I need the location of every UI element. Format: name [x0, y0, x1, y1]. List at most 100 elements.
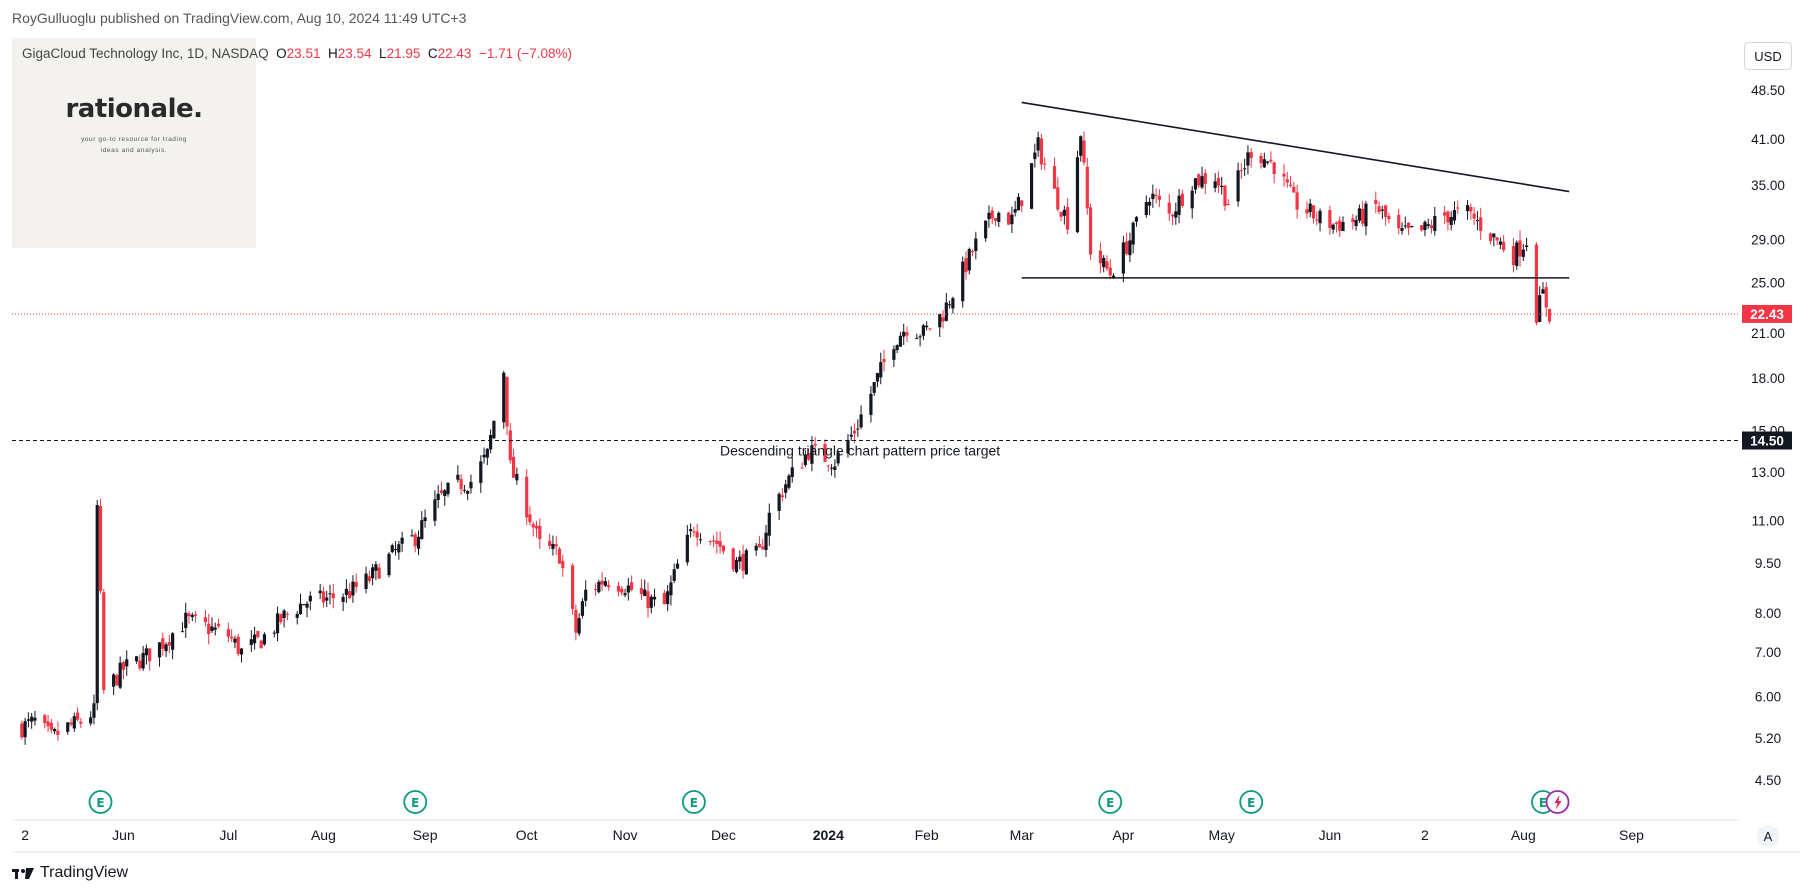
candle-body	[72, 716, 76, 729]
candle	[302, 604, 306, 606]
candle-body	[1397, 214, 1401, 229]
candle	[325, 590, 329, 608]
candle	[1249, 147, 1253, 168]
candle-body	[1088, 207, 1093, 255]
candle-body	[1036, 137, 1040, 151]
candle	[115, 673, 119, 686]
candle	[75, 707, 80, 722]
candle	[30, 712, 34, 729]
candle	[121, 660, 126, 680]
candle-body	[1285, 179, 1289, 183]
earnings-marker-icon[interactable]: E	[681, 790, 706, 814]
candle	[459, 474, 463, 495]
candle-body	[1075, 157, 1080, 233]
candle-body	[1223, 185, 1227, 206]
candle-body	[1423, 221, 1427, 231]
close-label: C	[427, 46, 438, 61]
candle-body	[1134, 217, 1139, 222]
candle-body	[1328, 210, 1332, 229]
candle	[652, 588, 657, 607]
candle-body	[1043, 163, 1047, 165]
candle-body	[446, 482, 450, 495]
candle-body	[623, 593, 627, 596]
earnings-marker-icon[interactable]: E	[1239, 790, 1264, 814]
candle-body	[1111, 275, 1116, 279]
candle-body	[416, 536, 421, 549]
candle	[1492, 233, 1496, 247]
candle	[134, 656, 139, 664]
candle	[469, 474, 473, 494]
candle-body	[49, 722, 53, 730]
candle	[226, 622, 230, 643]
candle	[551, 535, 555, 556]
candle	[46, 714, 50, 733]
candle	[1400, 222, 1404, 235]
auto-scale-button[interactable]: A	[1757, 825, 1779, 847]
earnings-marker-icon[interactable]: E	[1098, 790, 1123, 814]
candle-body	[259, 640, 263, 649]
candle-body	[1082, 140, 1086, 163]
high-value: 23.54	[337, 46, 372, 61]
target-annotation-text: Descending triangle chart pattern price …	[720, 443, 1000, 459]
candle-body	[439, 490, 444, 493]
candle-body	[1213, 181, 1217, 188]
candle	[43, 713, 47, 729]
candle	[584, 580, 588, 607]
symbol-title[interactable]: GigaCloud Technology Inc, 1D, NASDAQ	[22, 46, 269, 61]
earnings-marker-letter: E	[690, 796, 698, 810]
candle-body	[826, 465, 830, 467]
earnings-marker-icon[interactable]: E	[88, 790, 113, 814]
candle	[1131, 221, 1135, 254]
candle-body	[298, 603, 303, 615]
candle	[1521, 243, 1525, 261]
candle	[1420, 225, 1424, 232]
candle	[1226, 199, 1230, 206]
candle-body	[990, 210, 994, 219]
resistance-trendline	[1021, 101, 1570, 193]
candle	[318, 584, 322, 600]
candle-body	[1502, 241, 1506, 251]
earnings-marker-icon[interactable]: E	[403, 790, 428, 814]
candle	[72, 712, 76, 732]
dividend-marker-icon[interactable]	[1545, 790, 1570, 814]
candle	[833, 459, 837, 478]
candle-body	[892, 349, 896, 360]
candle-body	[1475, 220, 1480, 222]
candle-body	[879, 362, 883, 378]
candle	[1311, 204, 1316, 224]
candle	[895, 344, 899, 354]
candle	[341, 593, 345, 612]
candle-body	[620, 588, 624, 593]
candle-body	[813, 443, 817, 446]
candle	[784, 479, 788, 499]
x-tick-label: Aug	[1511, 827, 1536, 843]
candle	[1062, 205, 1066, 225]
candle-body	[1269, 159, 1273, 162]
candle-body	[915, 337, 919, 339]
candle	[436, 485, 440, 509]
candle	[846, 433, 850, 458]
candle-body	[875, 373, 880, 382]
candle	[1029, 163, 1034, 210]
y-tick-label: 29.00	[1751, 232, 1785, 247]
candle	[489, 429, 493, 454]
candle-body	[256, 631, 260, 638]
open-value: 23.51	[286, 46, 321, 61]
candle	[187, 610, 191, 624]
candle	[1547, 308, 1552, 324]
candle	[23, 717, 27, 745]
candle	[718, 531, 722, 554]
candle-body	[1472, 213, 1476, 219]
candle	[1177, 188, 1181, 224]
candle	[203, 610, 208, 627]
candle-body	[1062, 209, 1066, 216]
candle	[1443, 205, 1447, 225]
candle	[649, 594, 653, 614]
candle-body	[1521, 249, 1525, 257]
candle	[1102, 255, 1106, 273]
currency-button[interactable]: USD	[1744, 42, 1792, 70]
candle-body	[1239, 170, 1243, 172]
candle-body	[134, 656, 139, 662]
candle	[295, 611, 299, 625]
